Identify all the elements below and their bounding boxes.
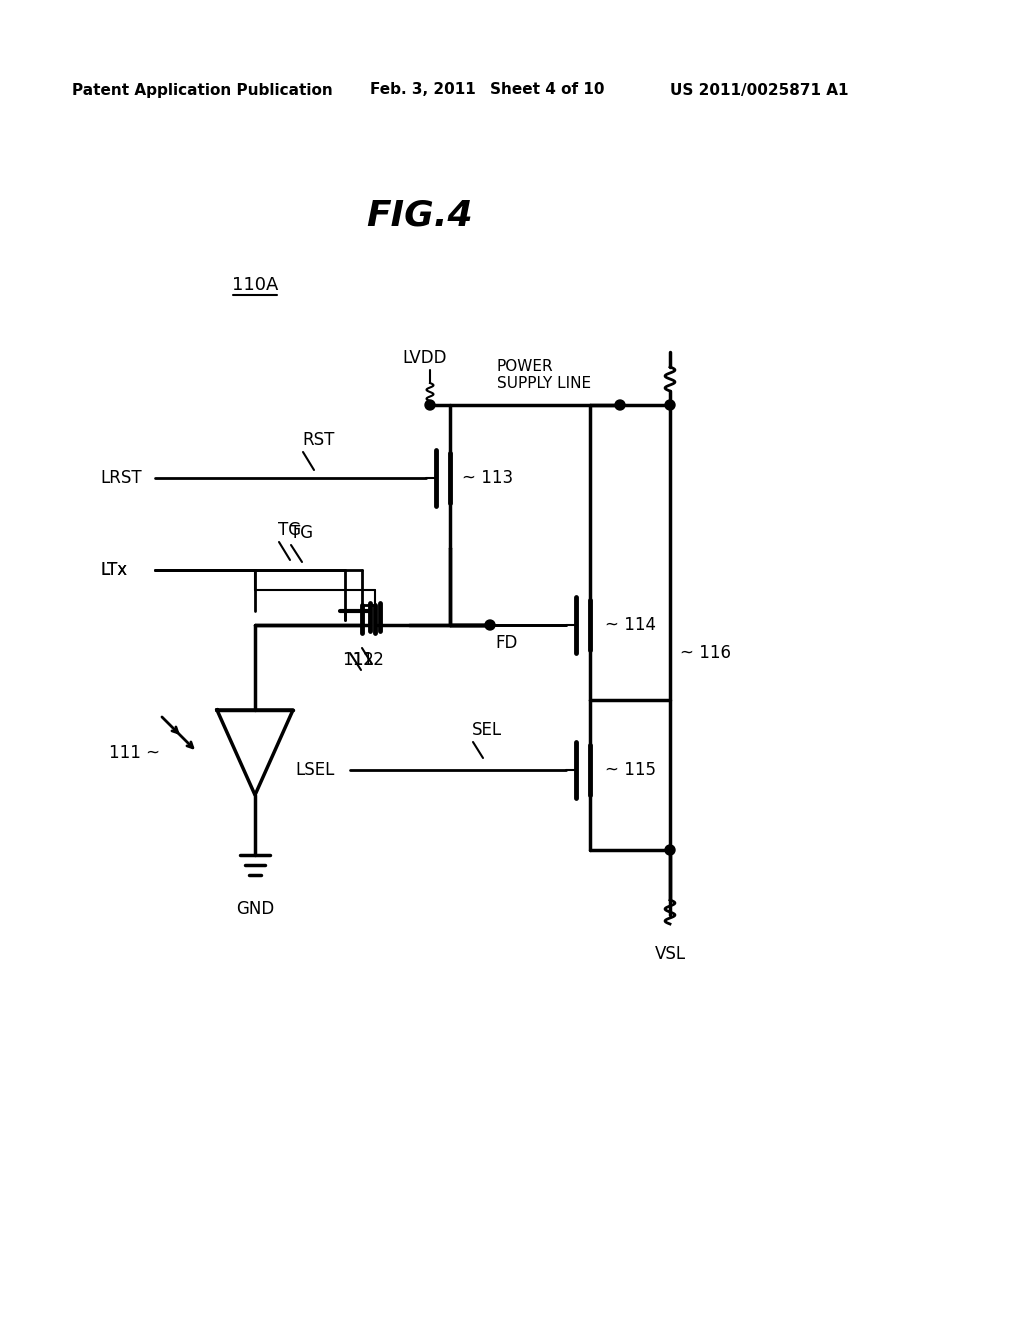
Text: VSL: VSL <box>654 945 685 964</box>
Text: LSEL: LSEL <box>295 762 335 779</box>
Text: FD: FD <box>495 634 517 652</box>
Text: ~ 113: ~ 113 <box>462 469 513 487</box>
Circle shape <box>485 620 495 630</box>
Text: Patent Application Publication: Patent Application Publication <box>72 82 333 98</box>
Text: ~ 116: ~ 116 <box>680 644 731 661</box>
Circle shape <box>615 400 625 411</box>
Text: LTx: LTx <box>100 561 127 579</box>
Text: ~ 115: ~ 115 <box>605 762 656 779</box>
Text: TG: TG <box>290 524 313 543</box>
Text: Feb. 3, 2011: Feb. 3, 2011 <box>370 82 476 98</box>
Text: LTx: LTx <box>100 561 127 579</box>
Text: POWER
SUPPLY LINE: POWER SUPPLY LINE <box>497 359 591 391</box>
Text: TG: TG <box>278 521 301 539</box>
Text: 112: 112 <box>342 651 374 669</box>
Text: 112: 112 <box>352 651 384 669</box>
Text: US 2011/0025871 A1: US 2011/0025871 A1 <box>670 82 849 98</box>
Text: LVDD: LVDD <box>402 348 447 367</box>
Text: ~ 114: ~ 114 <box>605 616 656 634</box>
Text: Sheet 4 of 10: Sheet 4 of 10 <box>490 82 604 98</box>
Circle shape <box>665 400 675 411</box>
Text: FIG.4: FIG.4 <box>367 198 473 232</box>
Circle shape <box>425 400 435 411</box>
Text: 111 ~: 111 ~ <box>109 743 160 762</box>
Circle shape <box>665 845 675 855</box>
Text: LRST: LRST <box>100 469 141 487</box>
Text: 110A: 110A <box>231 276 279 294</box>
Text: RST: RST <box>302 432 335 449</box>
Text: SEL: SEL <box>472 721 502 739</box>
Text: GND: GND <box>236 900 274 917</box>
